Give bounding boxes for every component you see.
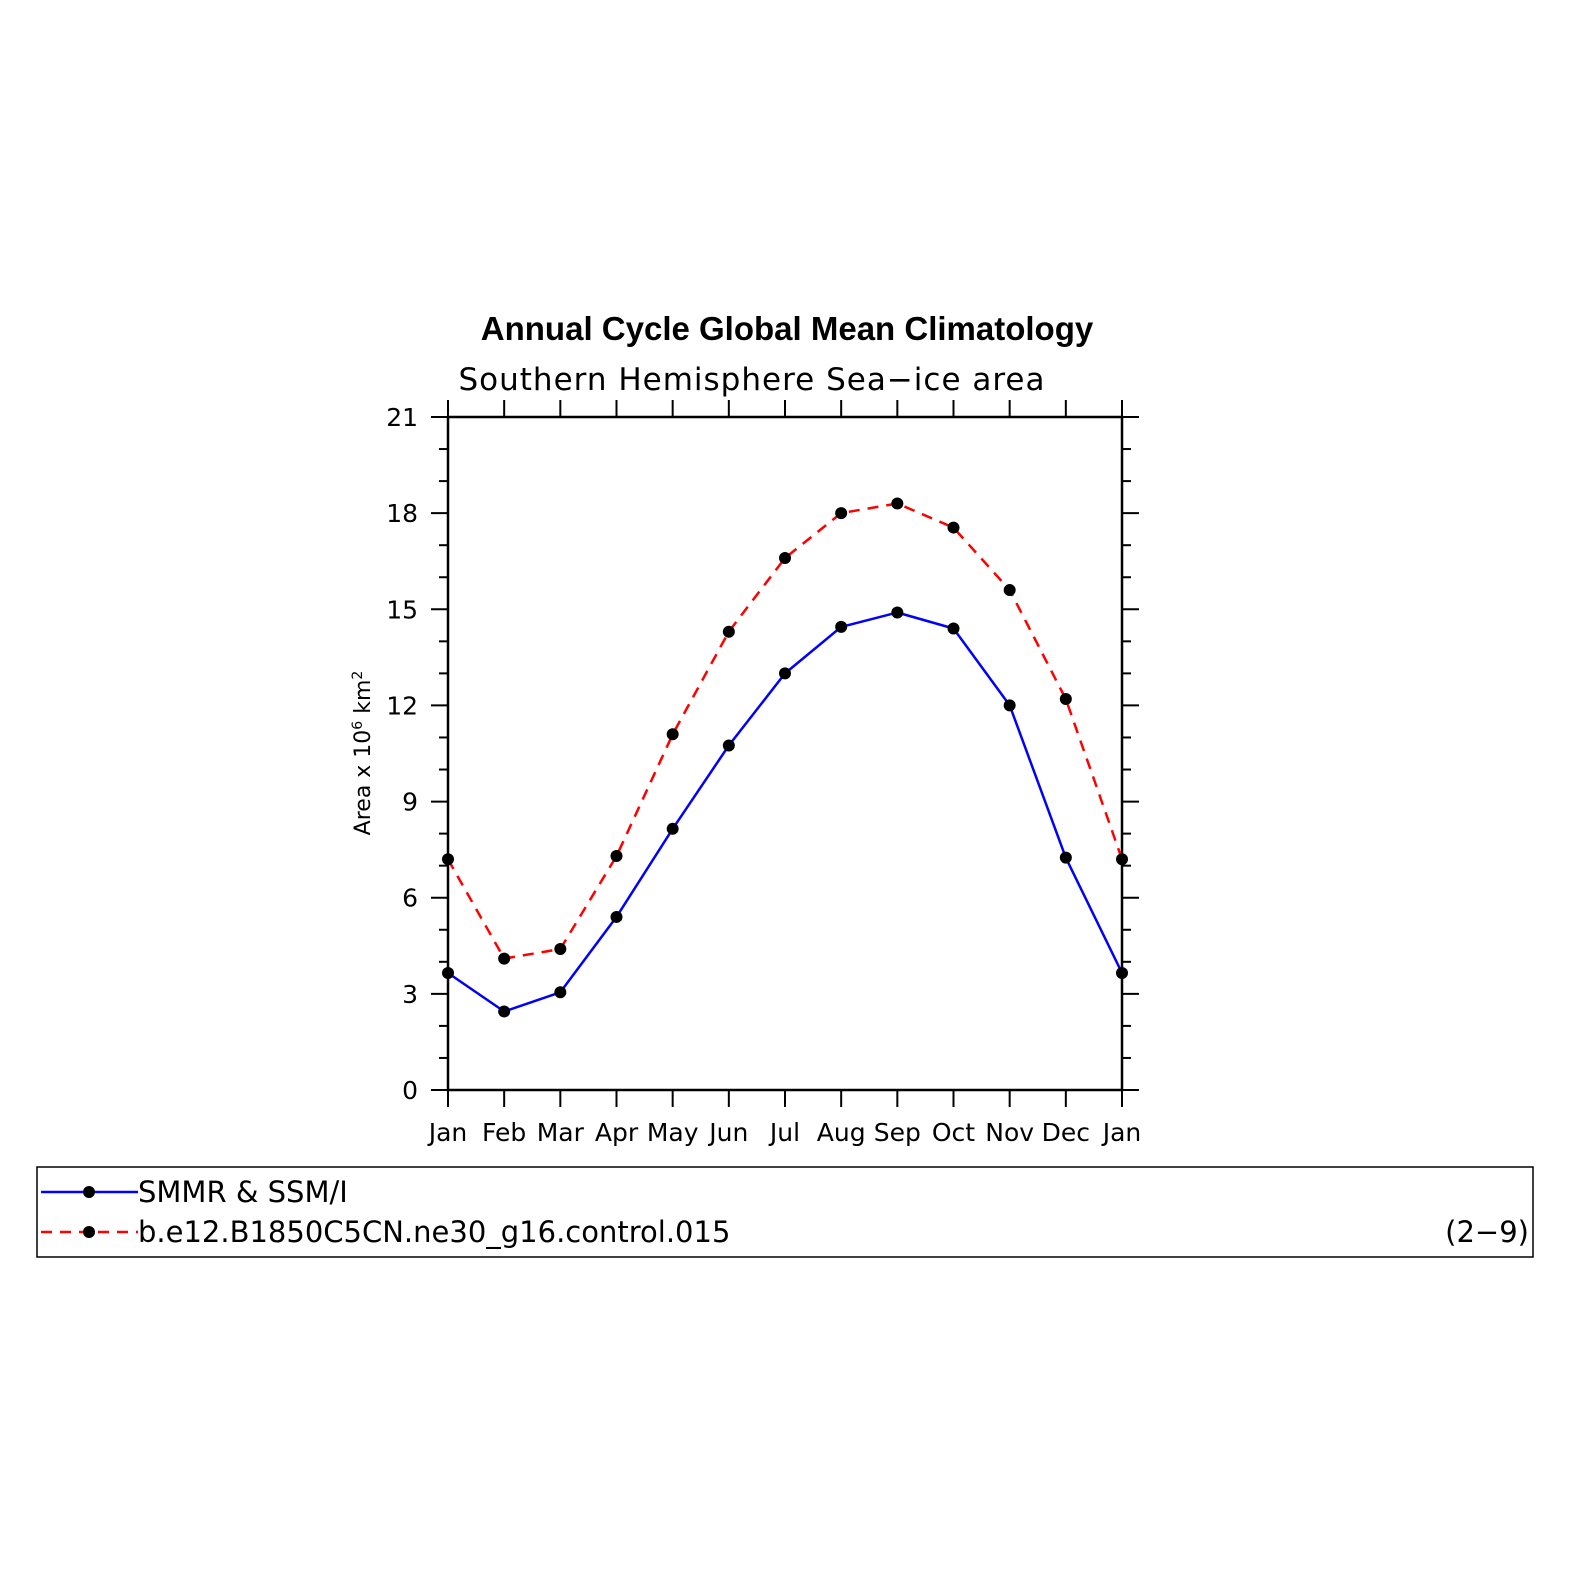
series-1-point: [1059, 693, 1072, 706]
series-0-point: [1116, 967, 1128, 980]
series-1-point: [498, 952, 511, 965]
legend-marker-model: [83, 1226, 95, 1238]
series-1-point: [442, 853, 454, 866]
series-0-point: [666, 822, 679, 835]
legend-label-model: b.e12.B1850C5CN.ne30_g16.control.015: [138, 1215, 730, 1249]
y-axis-label-main: Area x 10: [351, 730, 376, 836]
y-tick-label: 12: [386, 691, 418, 720]
x-tick-label: Nov: [985, 1118, 1034, 1147]
legend-marker-observed: [83, 1186, 95, 1198]
x-axis-ticks: Jan Feb Mar Apr May Jun Jul Aug Sep Oct Nov Dec Jan: [427, 400, 1142, 1147]
legend: SMMR & SSM/I b.e12.B1850C5CN.ne30_g16.co…: [36, 1166, 1534, 1258]
y-axis-label-unit: km: [351, 680, 376, 721]
y-tick-label: 6: [402, 884, 418, 913]
series-0-point: [1003, 699, 1016, 712]
x-tick-label: Jul: [768, 1118, 800, 1147]
series-1-point: [610, 850, 623, 863]
x-tick-label: Jan: [427, 1118, 468, 1147]
y-axis-label: Area x 106 km2: [350, 671, 376, 836]
legend-note: (2−9): [1445, 1215, 1529, 1249]
y-tick-label: 15: [386, 595, 418, 624]
series-line-1: [446, 502, 1124, 960]
series-0-point: [891, 606, 904, 619]
series-1-point: [722, 625, 735, 638]
y-tick-label: 0: [402, 1076, 418, 1105]
y-axis-ticks: 0 3 6 9 12 15 18 21: [386, 403, 1139, 1105]
x-tick-label: Mar: [537, 1118, 585, 1147]
series-1-point: [891, 497, 904, 510]
series-1-point: [779, 552, 791, 565]
series-0-point: [722, 739, 735, 752]
series-0-point: [498, 1005, 511, 1018]
series-0-point: [947, 622, 960, 635]
x-tick-label: Jan: [1101, 1118, 1142, 1147]
series-1-point: [1003, 584, 1016, 597]
series-1-point: [947, 521, 960, 534]
series-0-point: [1059, 851, 1072, 864]
x-tick-label: Feb: [482, 1118, 526, 1147]
x-tick-label: Jun: [707, 1118, 748, 1147]
legend-label-observed: SMMR & SSM/I: [138, 1175, 348, 1209]
y-tick-label: 9: [402, 788, 418, 817]
y-tick-label: 3: [402, 980, 418, 1009]
series-1-point: [554, 942, 567, 955]
y-axis-label-sup2: 2: [350, 671, 366, 680]
series-0-point: [442, 967, 454, 980]
plot-frame: [446, 415, 1124, 1092]
x-tick-label: Aug: [817, 1118, 866, 1147]
series-1-point: [666, 728, 679, 741]
chart-title: Annual Cycle Global Mean Climatology: [481, 310, 1094, 347]
legend-box: [36, 1166, 1534, 1258]
series-0-point: [835, 620, 848, 633]
series-1-point: [1116, 853, 1128, 866]
chart-subtitle: Southern Hemisphere Sea−ice area: [458, 362, 1045, 398]
x-tick-label: Dec: [1042, 1118, 1090, 1147]
series-0-point: [554, 986, 567, 999]
x-tick-label: Apr: [595, 1118, 639, 1147]
x-tick-label: Sep: [874, 1118, 921, 1147]
series-0-point: [779, 667, 791, 680]
y-tick-label: 18: [386, 499, 418, 528]
series-1-point: [835, 507, 848, 520]
y-tick-label: 21: [386, 403, 418, 432]
series-0-point: [610, 910, 623, 923]
x-tick-label: Oct: [932, 1118, 975, 1147]
x-tick-label: May: [647, 1118, 699, 1147]
series-layer: [442, 497, 1128, 1018]
y-axis-label-sup1: 6: [350, 721, 366, 730]
